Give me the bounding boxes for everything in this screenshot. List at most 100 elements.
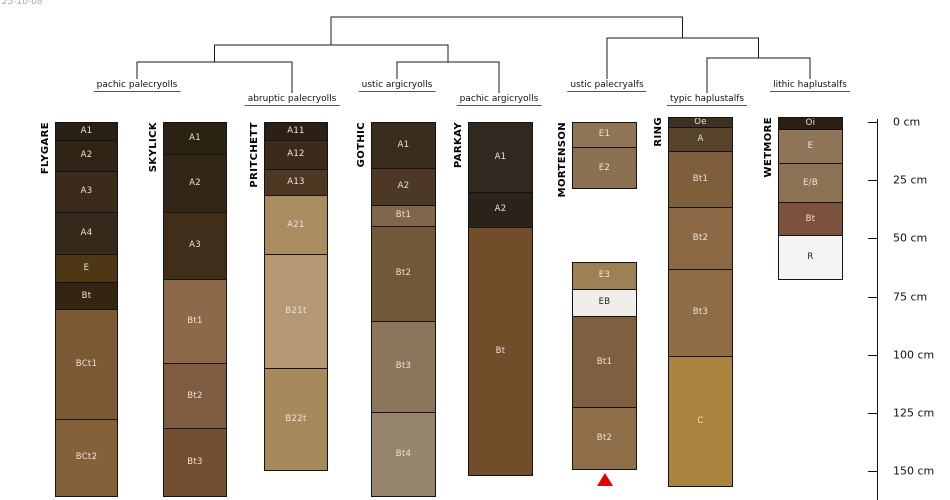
horizon-skylick-a3: A3 <box>163 212 227 281</box>
horizon-flygare-e: E <box>55 254 118 283</box>
horizon-label: A3 <box>189 240 201 251</box>
depth-tick <box>868 471 877 473</box>
horizon-wetmore-oi: Oi <box>778 117 843 131</box>
horizon-label: Bt <box>805 213 816 224</box>
horizon-skylick-a2: A2 <box>163 154 227 213</box>
horizon-parkay-a2: A2 <box>468 192 533 228</box>
horizon-skylick-bt2: Bt2 <box>163 364 227 430</box>
horizon-parkay-a1: A1 <box>468 122 533 193</box>
dendrogram-lines <box>136 16 811 93</box>
horizon-label: A2 <box>494 204 507 215</box>
series-name-mortenson: MORTENSON <box>557 122 568 198</box>
horizon-flygare-bct2: BCt2 <box>55 419 118 497</box>
horizon-label: Bt2 <box>596 433 613 444</box>
depth-tick <box>868 180 877 182</box>
horizon-gothic-a2: A2 <box>371 168 436 206</box>
depth-tick <box>868 122 877 123</box>
horizon-label: C <box>697 416 704 427</box>
horizon-label: E/B <box>803 177 818 188</box>
horizon-label: A11 <box>287 125 305 136</box>
horizon-gothic-bt4: Bt4 <box>371 412 436 497</box>
horizon-label: Bt2 <box>692 232 709 243</box>
horizon-pritchett-b22t: B22t <box>264 368 328 472</box>
horizon-label: B22t <box>285 413 307 424</box>
horizon-label: A4 <box>80 227 93 238</box>
horizon-gothic-bt3: Bt3 <box>371 322 436 413</box>
horizon-mortenson-eb: EB <box>572 289 637 318</box>
horizon-label: B21t <box>285 305 307 316</box>
depth-tick-label: 100 cm <box>893 348 935 362</box>
horizon-flygare-bct1: BCt1 <box>55 310 118 420</box>
horizon-label: E3 <box>598 270 611 281</box>
horizon-ring-a: A <box>668 127 733 153</box>
depth-tick <box>868 412 877 414</box>
horizon-mortenson-bt2: Bt2 <box>572 408 637 470</box>
horizon-flygare-a2: A2 <box>55 140 118 173</box>
horizon-label: Bt <box>495 345 506 356</box>
horizon-label: A3 <box>80 186 93 197</box>
horizon-label: R <box>807 252 814 263</box>
horizon-label: E <box>807 141 814 151</box>
horizon-mortenson-e1: E1 <box>572 122 637 148</box>
horizon-label: Bt2 <box>187 390 203 401</box>
horizon-ring-c: C <box>668 357 733 488</box>
horizon-skylick-bt1: Bt1 <box>163 280 227 364</box>
depth-tick-label: 25 cm <box>893 173 928 187</box>
horizon-gothic-a1: A1 <box>371 122 436 169</box>
horizon-skylick-a1: A1 <box>163 122 227 155</box>
horizon-gothic-bt2: Bt2 <box>371 226 436 323</box>
sample-marker-triangle <box>596 472 613 486</box>
depth-tick-label: 150 cm <box>893 464 935 478</box>
depth-tick <box>868 296 877 298</box>
horizon-ring-oe: Oe <box>668 117 733 128</box>
date-label: 25-10-08 <box>2 0 43 7</box>
series-name-ring: RING <box>653 117 664 147</box>
horizon-flygare-a1: A1 <box>55 122 118 141</box>
horizon-pritchett-a13: A13 <box>264 169 328 197</box>
horizon-label: A13 <box>287 177 305 188</box>
series-name-wetmore: WETMORE <box>763 117 774 178</box>
horizon-wetmore-r: R <box>778 236 843 281</box>
horizon-label: Bt3 <box>187 456 203 467</box>
horizon-label: Bt <box>81 290 92 301</box>
series-name-gothic: GOTHIC <box>356 122 367 168</box>
horizon-label: Bt1 <box>692 174 709 185</box>
taxon-group-label: ustic palecryalfs <box>567 80 647 92</box>
horizon-pritchett-a11: A11 <box>264 122 328 141</box>
depth-tick-label: 75 cm <box>893 290 928 304</box>
horizon-gothic-bt1: Bt1 <box>371 205 436 227</box>
horizon-wetmore-eb: E/B <box>778 163 843 204</box>
horizon-label: BCt2 <box>75 452 98 463</box>
series-name-parkay: PARKAY <box>453 122 464 169</box>
horizon-flygare-a4: A4 <box>55 212 118 255</box>
taxon-group-label: typic haplustalfs <box>666 94 748 106</box>
taxon-group-label: abruptic palecryolls <box>244 94 340 106</box>
series-name-pritchett: PRITCHETT <box>249 122 260 188</box>
horizon-label: Bt3 <box>395 361 412 372</box>
horizon-label: BCt1 <box>75 359 98 370</box>
horizon-label: Oe <box>694 117 707 128</box>
horizon-pritchett-b21t: B21t <box>264 254 328 369</box>
depth-tick <box>868 354 877 356</box>
horizon-ring-bt3: Bt3 <box>668 269 733 357</box>
horizon-label: A12 <box>287 149 305 160</box>
horizon-label: A <box>697 134 704 145</box>
horizon-label: E1 <box>598 129 611 140</box>
horizon-mortenson-e2: E2 <box>572 147 637 190</box>
horizon-label: Bt2 <box>395 268 412 279</box>
horizon-gap <box>572 189 637 262</box>
taxon-group-label: pachic argicryolls <box>456 94 542 106</box>
horizon-label: Bt1 <box>187 316 203 327</box>
series-name-skylick: SKYLICK <box>148 122 159 173</box>
taxon-group-label: ustic argicryolls <box>358 80 436 92</box>
horizon-label: EB <box>598 297 611 308</box>
depth-tick-label: 50 cm <box>893 231 928 245</box>
horizon-label: A1 <box>494 151 507 162</box>
horizon-pritchett-a21: A21 <box>264 196 328 255</box>
horizon-label: Bt3 <box>692 307 709 318</box>
horizon-label: A21 <box>287 219 305 230</box>
horizon-pritchett-a12: A12 <box>264 140 328 170</box>
depth-axis-line <box>877 119 878 500</box>
horizon-label: Bt4 <box>395 448 412 459</box>
